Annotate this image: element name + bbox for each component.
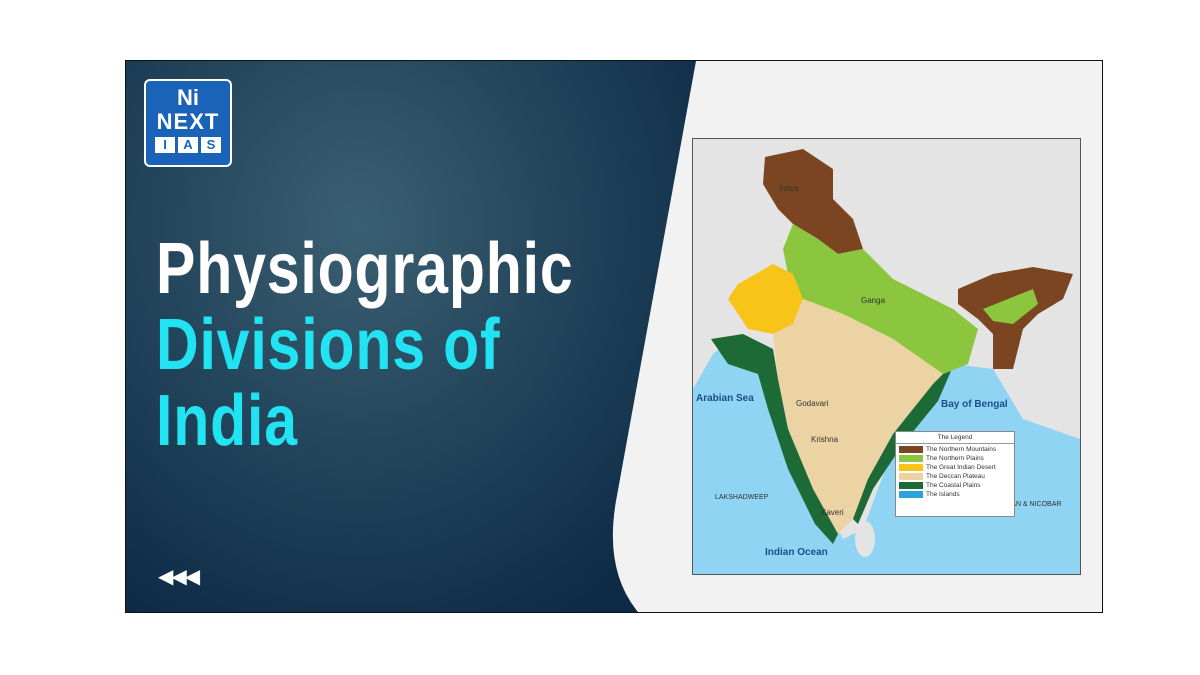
- legend-swatch: [899, 464, 923, 471]
- label-arabian-sea: Arabian Sea: [696, 393, 754, 404]
- back-arrows-icon[interactable]: ◀◀◀: [158, 566, 199, 588]
- legend-label: The Northern Mountains: [926, 446, 997, 453]
- legend-item: The Northern Mountains: [899, 446, 1011, 453]
- label-kaveri: Kaveri: [821, 508, 844, 517]
- legend-label: The Coastal Plains: [926, 482, 981, 489]
- title-line-1: Physiographic: [156, 229, 574, 309]
- map-legend: The Legend The Northern Mountains The No…: [895, 431, 1015, 517]
- logo-mark: Ni: [177, 85, 199, 110]
- legend-item: The Deccan Plateau: [899, 473, 1011, 480]
- legend-swatch: [899, 482, 923, 489]
- deccan-plateau-region: [773, 299, 943, 534]
- title-line-2: Divisions of: [156, 305, 501, 385]
- northern-mountains-region: [763, 149, 863, 254]
- legend-title: The Legend: [896, 432, 1014, 444]
- legend-swatch: [899, 473, 923, 480]
- logo-text: NEXT: [156, 109, 220, 134]
- logo-letter: S: [201, 137, 221, 153]
- label-indus: Indus: [779, 184, 799, 193]
- label-indian-ocean: Indian Ocean: [765, 547, 828, 558]
- label-andaman-nicobar: ANDAMAN & NICOBAR: [986, 501, 1062, 508]
- label-lakshadweep: LAKSHADWEEP: [715, 494, 769, 501]
- label-godavari: Godavari: [796, 399, 829, 408]
- title-line-3: India: [156, 381, 298, 461]
- legend-label: The Great Indian Desert: [926, 464, 996, 471]
- legend-item: The Great Indian Desert: [899, 464, 1011, 471]
- label-ganga: Ganga: [861, 296, 886, 305]
- sri-lanka: [855, 521, 875, 557]
- great-indian-desert-region: [728, 264, 803, 334]
- coastal-plains-region: [711, 334, 951, 544]
- logo-letter: A: [178, 137, 198, 153]
- brahmaputra-plains-region: [983, 289, 1038, 324]
- legend-swatch: [899, 491, 923, 498]
- legend-swatch: [899, 455, 923, 462]
- legend-item: The Northern Plains: [899, 455, 1011, 462]
- northern-plains-region: [783, 224, 978, 374]
- label-krishna: Krishna: [811, 435, 839, 444]
- label-bay-of-bengal: Bay of Bengal: [941, 399, 1008, 410]
- legend-swatch: [899, 446, 923, 453]
- legend-item: The Islands: [899, 491, 1011, 498]
- legend-item: The Coastal Plains: [899, 482, 1011, 489]
- india-map: Indus Ganga Godavari Krishna Kaveri LAKS…: [692, 138, 1081, 575]
- legend-label: The Islands: [926, 491, 960, 498]
- legend-label: The Northern Plains: [926, 455, 984, 462]
- map-graphic: [693, 149, 1080, 574]
- legend-label: The Deccan Plateau: [926, 473, 985, 480]
- logo-letter: I: [155, 137, 175, 153]
